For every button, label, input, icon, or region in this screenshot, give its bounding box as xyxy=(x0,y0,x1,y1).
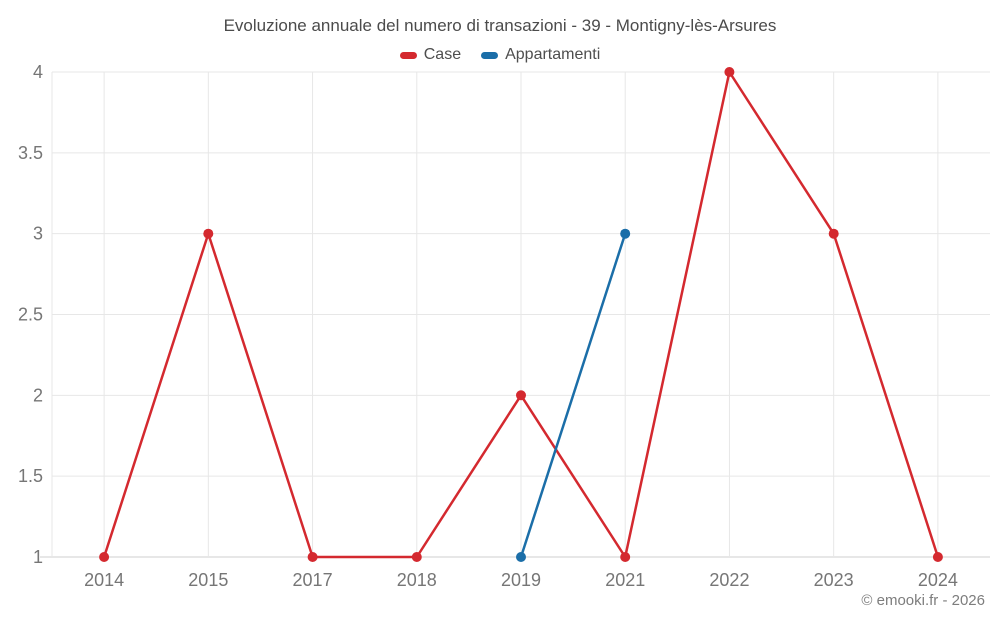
legend-item-case[interactable]: Case xyxy=(399,46,462,64)
y-tick-label: 2.5 xyxy=(18,305,43,325)
data-point-case[interactable] xyxy=(411,552,422,562)
data-point-case[interactable] xyxy=(516,390,526,401)
legend-label-case: Case xyxy=(423,46,462,63)
x-tick-label: 2023 xyxy=(814,570,854,590)
x-tick-label: 2018 xyxy=(397,570,437,590)
y-tick-label: 1.5 xyxy=(18,466,43,486)
x-tick-label: 2015 xyxy=(188,570,228,590)
legend-item-appartamenti[interactable]: Appartamenti xyxy=(481,46,600,64)
data-point-case[interactable] xyxy=(99,552,110,562)
x-tick-label: 2022 xyxy=(709,570,749,590)
data-point-appartamenti[interactable] xyxy=(516,552,526,562)
data-point-appartamenti[interactable] xyxy=(620,228,631,239)
x-tick-label: 2019 xyxy=(501,570,541,590)
data-point-case[interactable] xyxy=(828,228,839,239)
y-tick-label: 3.5 xyxy=(18,143,43,163)
legend-swatch-appartamenti-icon xyxy=(481,51,499,59)
x-tick-label: 2024 xyxy=(918,570,958,590)
data-point-case[interactable] xyxy=(932,552,943,562)
x-tick-label: 2014 xyxy=(84,570,124,590)
legend-swatch-case-icon xyxy=(399,51,417,59)
data-point-case[interactable] xyxy=(724,67,735,77)
y-tick-label: 3 xyxy=(33,224,43,244)
x-tick-label: 2021 xyxy=(605,570,645,590)
y-tick-label: 2 xyxy=(33,385,43,405)
series-line-appartamenti xyxy=(519,233,627,558)
data-point-case[interactable] xyxy=(620,552,631,562)
y-tick-label: 1 xyxy=(33,547,43,567)
y-tick-label: 4 xyxy=(33,62,43,82)
legend-label-appartamenti: Appartamenti xyxy=(505,46,601,63)
chart-title: Evoluzione annuale del numero di transaz… xyxy=(223,16,777,35)
x-tick-label: 2017 xyxy=(293,570,333,590)
chart-legend: Case Appartamenti xyxy=(0,46,1000,64)
data-point-case[interactable] xyxy=(307,552,318,562)
copyright-credit: © emooki.fr - 2026 xyxy=(861,592,985,609)
data-point-case[interactable] xyxy=(203,228,214,239)
